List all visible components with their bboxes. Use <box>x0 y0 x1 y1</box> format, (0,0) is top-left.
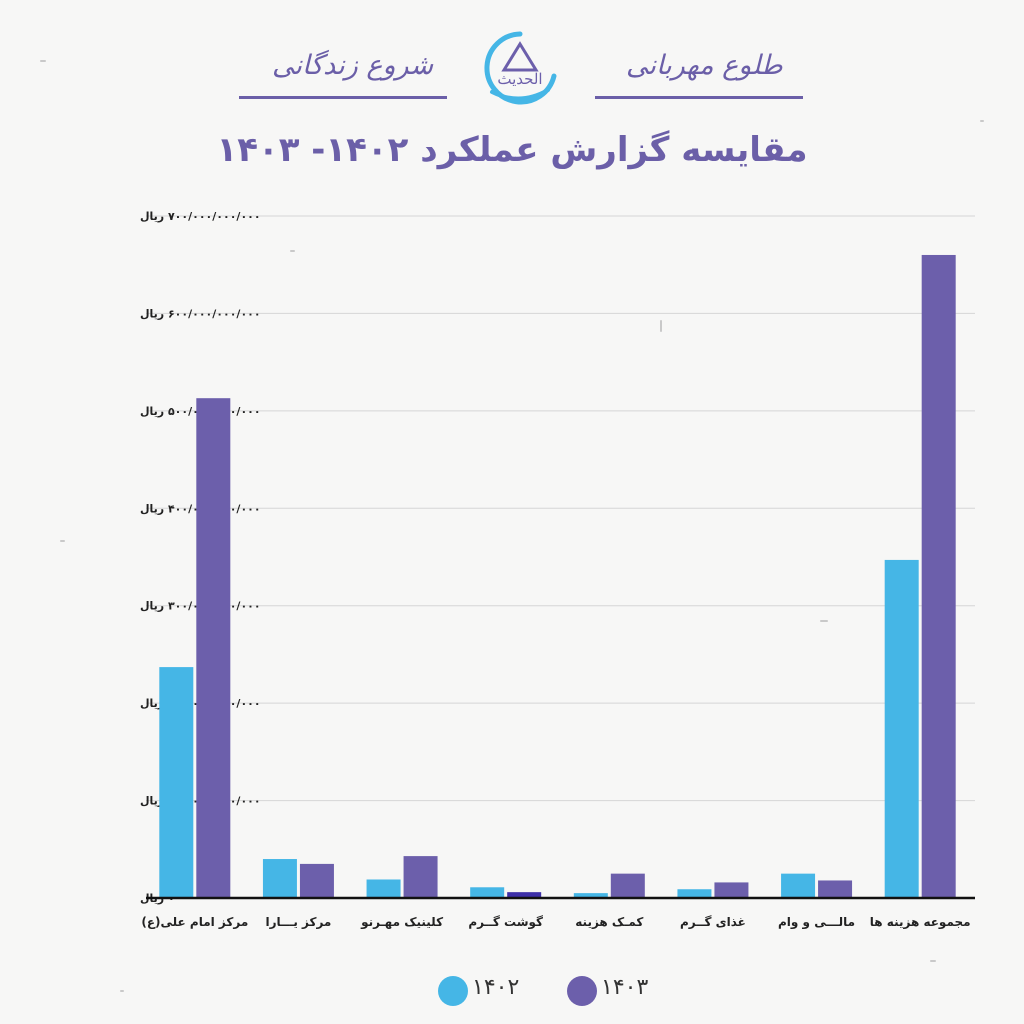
speck <box>930 960 936 962</box>
header-right-line <box>595 96 803 99</box>
logo-text: الحدیث <box>497 70 542 88</box>
speck <box>820 620 828 622</box>
bar-1403 <box>299 863 334 898</box>
chart-grid <box>146 215 975 802</box>
bar-1402 <box>884 559 919 898</box>
header-left-text: شروع زندگانی <box>272 50 434 81</box>
x-axis-labels: مرکز امام علی(ع) مرکز یـــارا کلینیک مهـرن… <box>141 915 970 930</box>
bar-1402 <box>573 893 608 898</box>
legend-swatch-1402 <box>438 976 468 1006</box>
x-tick-label: مرکز امام علی(ع) <box>141 915 248 930</box>
bar-1403 <box>610 873 645 898</box>
page-title: مقایسه گزارش عملکرد ۱۴۰۲- ۱۴۰۳ <box>216 130 808 170</box>
x-tick-label: کمـک هزینه <box>575 915 643 929</box>
bar-1403 <box>403 856 438 898</box>
bar-1403 <box>196 398 231 898</box>
speck <box>660 320 662 332</box>
bar-1402 <box>781 873 816 898</box>
x-tick-label: غذای گــرم <box>680 915 746 930</box>
legend-label-1402: ۱۴۰۲ <box>472 975 520 1000</box>
x-tick-label: مالـــی و وام <box>778 915 855 930</box>
legend-swatch-1403 <box>567 976 597 1006</box>
bar-1402 <box>470 887 505 898</box>
bar-1403 <box>921 254 956 898</box>
bar-1403 <box>507 892 542 898</box>
x-tick-label: کلینیک مهـرنو <box>360 915 443 930</box>
logo-icon: الحدیث <box>484 31 557 105</box>
x-tick-label: مرکز یـــارا <box>266 915 332 929</box>
bar-1403 <box>818 880 853 898</box>
speck <box>120 990 124 992</box>
x-tick-label: گوشت گــرم <box>468 915 543 930</box>
speck <box>60 540 65 542</box>
legend-label-1403: ۱۴۰۳ <box>601 975 649 1000</box>
header-left-line <box>239 96 447 99</box>
bar-1402 <box>366 879 401 898</box>
chart-bars <box>159 254 956 898</box>
speck <box>290 250 295 252</box>
y-tick-label: ۶۰۰/۰۰۰/۰۰۰/۰۰۰ ریال <box>140 307 261 320</box>
y-tick-label: ۷۰۰/۰۰۰/۰۰۰/۰۰۰ ریال <box>140 210 261 223</box>
header-right-text: طلوع مهربانی <box>626 50 783 81</box>
bar-1402 <box>159 667 194 898</box>
speck <box>40 60 46 62</box>
bar-1403 <box>714 882 749 898</box>
x-tick-label: مجموعه هزینه ها <box>870 915 971 930</box>
bar-1402 <box>262 859 297 898</box>
bar-1402 <box>677 889 712 898</box>
speck <box>980 120 984 122</box>
